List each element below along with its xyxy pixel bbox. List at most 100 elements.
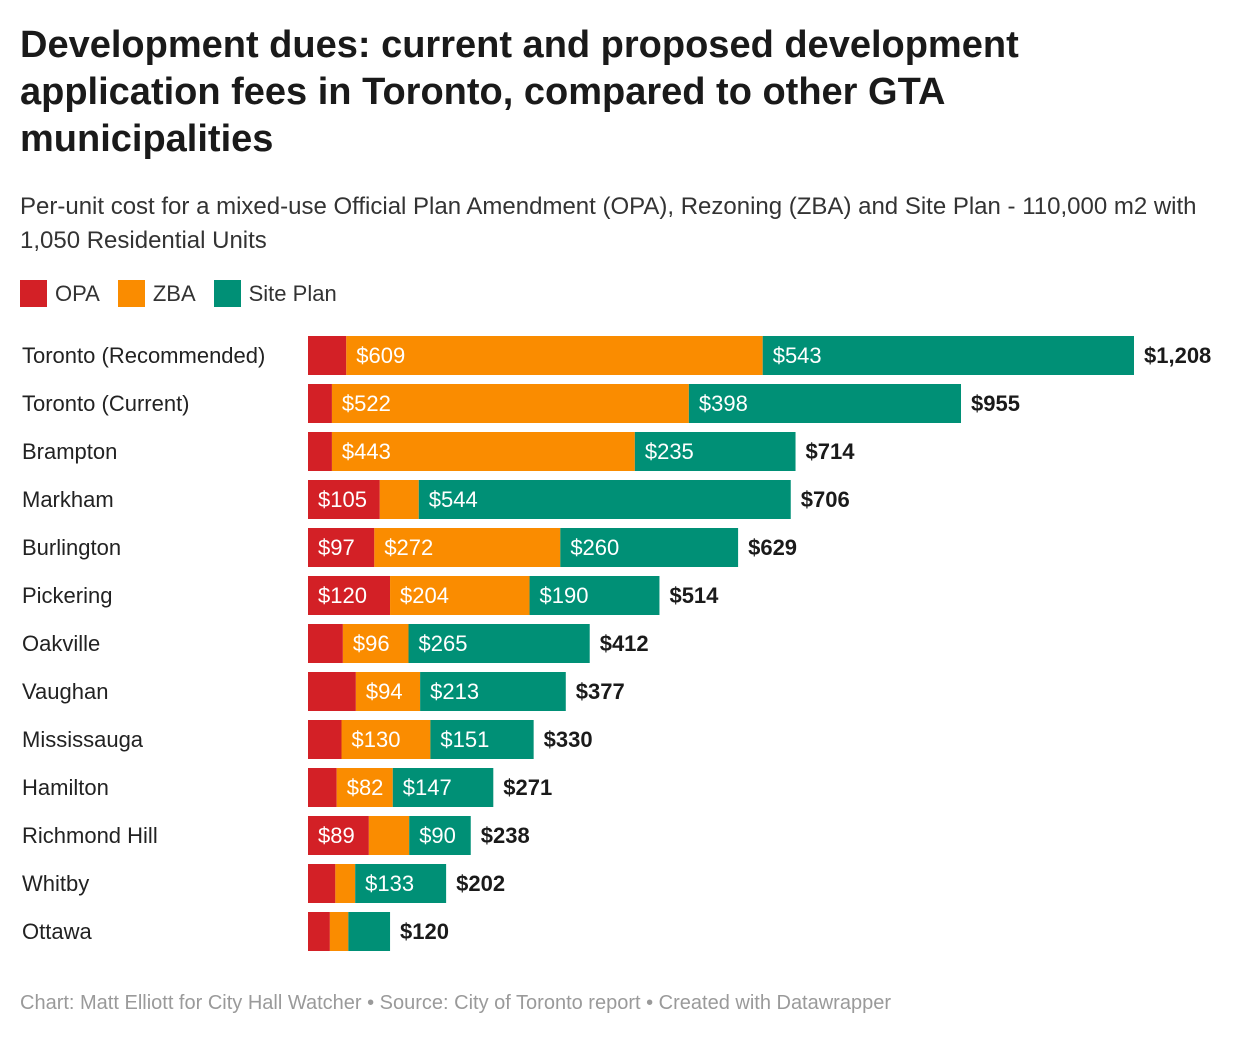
bar-pickering-site-plan xyxy=(529,576,660,615)
data-label-whitby-site-plan: $133 xyxy=(365,871,414,896)
category-label-richmond-hill: Richmond Hill xyxy=(22,823,158,848)
bar-richmond-hill-zba xyxy=(368,816,410,855)
bar-ottawa-opa xyxy=(308,912,330,951)
data-label-toronto-current-zba: $522 xyxy=(342,391,391,416)
bar-brampton-opa xyxy=(308,432,332,471)
bar-ottawa-zba xyxy=(329,912,349,951)
data-label-richmond-hill-site-plan: $90 xyxy=(419,823,456,848)
bar-ottawa-site-plan xyxy=(348,912,391,951)
legend-label-opa: OPA xyxy=(55,280,100,306)
legend-label-site-plan: Site Plan xyxy=(248,280,337,306)
bar-whitby-site-plan xyxy=(355,864,447,903)
chart-title: Development dues: current and proposed d… xyxy=(20,24,1019,160)
bar-vaughan-zba xyxy=(355,672,421,711)
data-label-mississauga-zba: $130 xyxy=(352,727,401,752)
category-label-oakville: Oakville xyxy=(22,631,100,656)
bar-vaughan-opa xyxy=(308,672,356,711)
data-label-toronto-current-site-plan: $398 xyxy=(699,391,748,416)
total-label-mississauga: $330 xyxy=(544,727,593,752)
legend: OPA ZBA Site Plan xyxy=(20,280,355,307)
legend-item-zba: ZBA xyxy=(117,280,196,307)
total-label-toronto-recommended: $1,208 xyxy=(1144,343,1211,368)
category-label-toronto-recommended: Toronto (Recommended) xyxy=(22,343,265,368)
bar-toronto-recommended-site-plan xyxy=(762,336,1134,375)
bar-toronto-current-site-plan xyxy=(688,384,962,423)
bar-richmond-hill-opa xyxy=(308,816,369,855)
category-label-hamilton: Hamilton xyxy=(22,775,109,800)
data-label-pickering-site-plan: $190 xyxy=(540,583,589,608)
legend-item-opa: OPA xyxy=(20,280,100,307)
data-label-mississauga-site-plan: $151 xyxy=(440,727,489,752)
data-label-markham-site-plan: $544 xyxy=(429,487,478,512)
data-label-brampton-site-plan: $235 xyxy=(645,439,694,464)
bar-pickering-opa xyxy=(308,576,391,615)
bar-oakville-opa xyxy=(308,624,343,663)
bar-markham-zba xyxy=(379,480,419,519)
bar-oakville-zba xyxy=(342,624,409,663)
bar-richmond-hill-site-plan xyxy=(409,816,471,855)
category-label-brampton: Brampton xyxy=(22,439,117,464)
legend-item-site-plan: Site Plan xyxy=(213,280,337,307)
bar-mississauga-site-plan xyxy=(430,720,534,759)
bar-hamilton-site-plan xyxy=(392,768,494,807)
data-label-brampton-zba: $443 xyxy=(342,439,391,464)
data-label-richmond-hill-opa: $89 xyxy=(318,823,355,848)
bar-hamilton-opa xyxy=(308,768,337,807)
bar-brampton-site-plan xyxy=(634,432,796,471)
bar-burlington-zba xyxy=(374,528,561,567)
category-label-mississauga: Mississauga xyxy=(22,727,144,752)
total-label-richmond-hill: $238 xyxy=(481,823,530,848)
bar-burlington-opa xyxy=(308,528,375,567)
bar-burlington-site-plan xyxy=(560,528,739,567)
total-label-oakville: $412 xyxy=(600,631,649,656)
total-label-markham: $706 xyxy=(801,487,850,512)
data-label-vaughan-site-plan: $213 xyxy=(430,679,479,704)
legend-swatch-site-plan xyxy=(213,280,241,307)
bar-brampton-zba xyxy=(331,432,635,471)
bar-oakville-site-plan xyxy=(408,624,590,663)
bar-whitby-opa xyxy=(308,864,336,903)
bar-mississauga-zba xyxy=(341,720,431,759)
category-label-markham: Markham xyxy=(22,487,114,512)
stacked-bar-chart: Toronto (Recommended) $609 $543 $1,208 Toron… xyxy=(22,336,1211,951)
total-label-hamilton: $271 xyxy=(503,775,552,800)
category-label-ottawa: Ottawa xyxy=(22,919,92,944)
data-label-vaughan-zba: $94 xyxy=(366,679,403,704)
total-label-toronto-current: $955 xyxy=(971,391,1020,416)
total-label-whitby: $202 xyxy=(456,871,505,896)
data-label-burlington-zba: $272 xyxy=(384,535,433,560)
category-label-toronto-current: Toronto (Current) xyxy=(22,391,190,416)
bar-vaughan-site-plan xyxy=(420,672,566,711)
data-label-hamilton-zba: $82 xyxy=(347,775,384,800)
total-label-vaughan: $377 xyxy=(576,679,625,704)
total-label-brampton: $714 xyxy=(806,439,856,464)
data-label-burlington-site-plan: $260 xyxy=(570,535,619,560)
chart-footer: Chart: Matt Elliott for City Hall Watche… xyxy=(20,992,891,1014)
category-label-burlington: Burlington xyxy=(22,535,121,560)
data-label-pickering-zba: $204 xyxy=(400,583,449,608)
total-label-pickering: $514 xyxy=(669,583,719,608)
legend-label-zba: ZBA xyxy=(152,280,196,306)
bar-toronto-current-opa xyxy=(308,384,332,423)
legend-swatch-zba xyxy=(117,280,145,307)
bar-toronto-recommended-zba xyxy=(346,336,763,375)
bar-markham-opa xyxy=(308,480,380,519)
category-label-pickering: Pickering xyxy=(22,583,112,608)
legend-swatch-opa xyxy=(20,280,47,307)
data-label-oakville-zba: $96 xyxy=(353,631,390,656)
bar-whitby-zba xyxy=(335,864,356,903)
bar-mississauga-opa xyxy=(308,720,342,759)
bar-toronto-recommended-opa xyxy=(308,336,347,375)
bar-markham-site-plan xyxy=(418,480,791,519)
total-label-ottawa: $120 xyxy=(400,919,449,944)
category-label-whitby: Whitby xyxy=(22,871,89,896)
bar-toronto-current-zba xyxy=(331,384,689,423)
data-label-burlington-opa: $97 xyxy=(318,535,355,560)
category-label-vaughan: Vaughan xyxy=(22,679,108,704)
data-label-hamilton-site-plan: $147 xyxy=(403,775,452,800)
data-label-oakville-site-plan: $265 xyxy=(419,631,468,656)
chart-subtitle: Per-unit cost for a mixed-use Official P… xyxy=(20,193,1197,254)
bar-hamilton-zba xyxy=(336,768,393,807)
data-label-pickering-opa: $120 xyxy=(318,583,367,608)
bar-pickering-zba xyxy=(390,576,530,615)
